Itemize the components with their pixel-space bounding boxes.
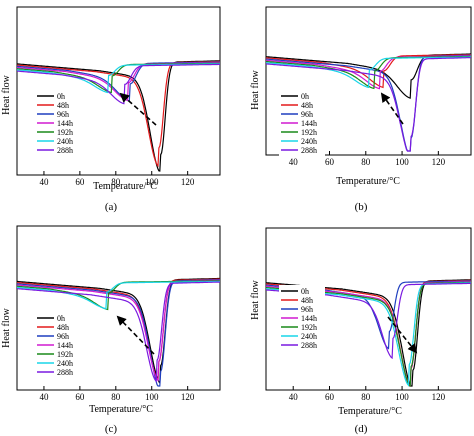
legend-label: 0h	[301, 287, 309, 296]
panel-d-xlabel: Temperature/°C	[338, 406, 402, 417]
panel-a: Heat flow 40 60 80 100 120 0h48h96h144h192h24…	[1, 6, 221, 213]
plot-frame	[265, 6, 472, 156]
panel-d-label: (d)	[355, 423, 368, 435]
legend-label: 96h	[301, 305, 313, 314]
legend-label: 144h	[301, 314, 317, 323]
legend-label: 192h	[301, 128, 317, 137]
plot-frame	[16, 225, 221, 391]
legend-label: 240h	[301, 137, 317, 146]
legend-label: 48h	[57, 323, 69, 332]
panel-b: Heat flow 40 60 80 100 120 0h48h96h144h192h24…	[250, 6, 472, 213]
trend-arrow	[119, 92, 157, 126]
legend-label: 288h	[57, 368, 73, 377]
legend-label: 288h	[57, 146, 73, 155]
series-line-288h	[16, 281, 220, 383]
plot-frame	[16, 6, 221, 176]
x-tick-label: 40	[289, 157, 299, 167]
panel-c-ylabel: Heat flow	[1, 307, 12, 347]
x-tick-label: 120	[181, 177, 195, 187]
panel-c-xlabel: Temperature/°C	[89, 404, 153, 415]
series-line-240h	[16, 280, 220, 310]
x-tick-label: 80	[111, 392, 121, 402]
legend-label: 192h	[57, 128, 73, 137]
trend-arrow	[380, 92, 404, 125]
series-line-96h	[16, 61, 220, 102]
legend-label: 192h	[301, 323, 317, 332]
x-tick-label: 40	[39, 177, 49, 187]
legend-label: 48h	[301, 101, 313, 110]
panel-d: Heat flow 40 60 80 100 120 0h48h96h144h192h24…	[250, 227, 472, 435]
x-tick-label: 80	[111, 177, 121, 187]
x-tick-label: 120	[181, 392, 195, 402]
legend-label: 144h	[57, 119, 73, 128]
x-tick-label: 80	[361, 392, 371, 402]
panel-b-xlabel: Temperature/°C	[336, 176, 400, 187]
x-tick-label: 40	[39, 392, 49, 402]
series-line-288h	[16, 63, 220, 105]
x-tick-label: 80	[361, 157, 371, 167]
legend-label: 192h	[57, 350, 73, 359]
legend-label: 288h	[301, 341, 317, 350]
legend-label: 144h	[301, 119, 317, 128]
x-tick-label: 100	[145, 177, 159, 187]
x-tick-label: 60	[75, 392, 85, 402]
series-line-288h	[265, 56, 471, 152]
x-tick-label: 100	[395, 392, 409, 402]
x-tick-label: 60	[75, 177, 85, 187]
legend-label: 240h	[57, 137, 73, 146]
legend-label: 96h	[57, 332, 69, 341]
legend-label: 0h	[57, 314, 65, 323]
panel-a-label: (a)	[105, 201, 118, 213]
legend-label: 240h	[301, 332, 317, 341]
x-tick-label: 60	[325, 157, 335, 167]
legend-label: 96h	[57, 110, 69, 119]
legend-label: 0h	[57, 92, 65, 101]
series-line-240h	[16, 63, 220, 94]
series-line-240h	[265, 56, 471, 89]
legend-label: 96h	[301, 110, 313, 119]
panel-c: Heat flow 40 60 80 100 120 0h48h96h144h192h24…	[1, 225, 221, 435]
trend-arrow	[116, 315, 155, 355]
panel-b-ylabel: Heat flow	[250, 69, 261, 109]
legend-label: 240h	[57, 359, 73, 368]
legend-label: 0h	[301, 92, 309, 101]
legend-label: 48h	[301, 296, 313, 305]
x-tick-label: 100	[395, 157, 409, 167]
panel-a-ylabel: Heat flow	[1, 74, 12, 114]
x-tick-label: 120	[432, 157, 446, 167]
panel-c-label: (c)	[105, 423, 118, 435]
panel-a-xlabel: Temperature/°C	[93, 181, 157, 192]
x-tick-label: 40	[289, 392, 299, 402]
series-line-192h	[16, 62, 220, 94]
legend-label: 144h	[57, 341, 73, 350]
x-tick-label: 60	[325, 392, 335, 402]
legend-label: 48h	[57, 101, 69, 110]
panel-b-label: (b)	[355, 201, 368, 213]
x-tick-label: 120	[432, 392, 446, 402]
x-tick-label: 100	[145, 392, 159, 402]
plot-frame	[265, 227, 472, 391]
legend-label: 288h	[301, 146, 317, 155]
panel-d-ylabel: Heat flow	[250, 279, 261, 319]
